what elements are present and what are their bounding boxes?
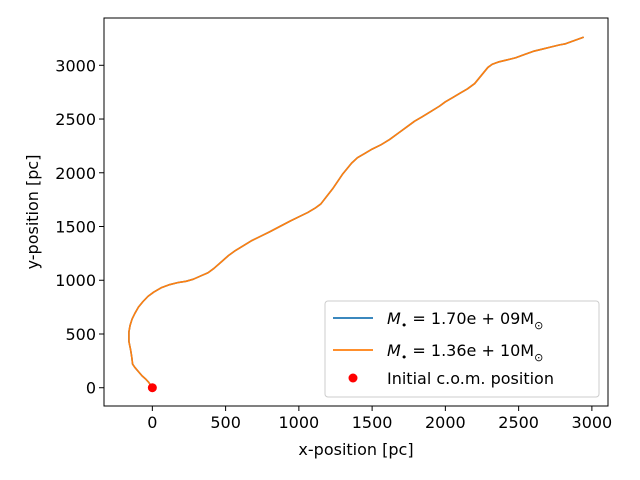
y-tick-label: 0 — [86, 379, 96, 398]
series-line-2 — [128, 36, 584, 389]
y-axis-ticks: 0 500 1000 1500 2000 2500 3000 — [55, 56, 104, 398]
plot-area-frame — [103, 17, 609, 407]
legend-label-initial-com: Initial c.o.m. position — [387, 369, 554, 388]
y-tick-label: 2000 — [55, 164, 96, 183]
x-tick-label: 2500 — [498, 413, 539, 432]
points-layer — [147, 383, 157, 393]
x-axis-label: x-position [pc] — [298, 440, 413, 459]
initial-com-point — [147, 383, 157, 393]
legend-label-1: M• = 1.70e + 09M⊙ — [387, 309, 543, 332]
y-tick-label: 1000 — [55, 271, 96, 290]
y-tick-label: 500 — [65, 325, 96, 344]
legend: M• = 1.70e + 09M⊙ M• = 1.36e + 10M⊙ Initia… — [324, 300, 600, 398]
y-axis-label: y-position [pc] — [23, 155, 42, 270]
y-tick-label: 2500 — [55, 110, 96, 129]
legend-label-2: M• = 1.36e + 10M⊙ — [387, 341, 543, 364]
x-tick-label: 1000 — [279, 413, 320, 432]
x-tick-label: 0 — [147, 413, 157, 432]
y-tick-label: 3000 — [55, 56, 96, 75]
x-tick-label: 1500 — [352, 413, 393, 432]
x-tick-label: 2000 — [425, 413, 466, 432]
x-tick-label: 500 — [210, 413, 241, 432]
legend-box — [324, 300, 600, 398]
x-axis-ticks: 0 500 1000 1500 2000 2500 3000 — [147, 406, 612, 432]
series-layer — [128, 36, 584, 389]
y-tick-label: 1500 — [55, 218, 96, 237]
legend-marker-initial-com — [348, 373, 358, 383]
x-tick-label: 3000 — [572, 413, 613, 432]
